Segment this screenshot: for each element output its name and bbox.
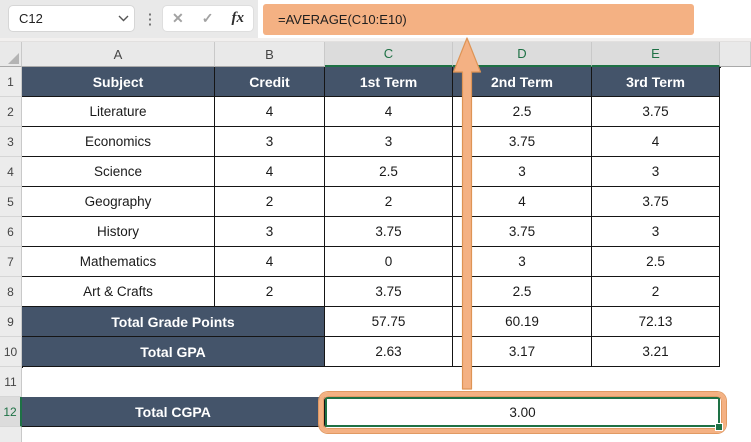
row-header-7[interactable]: 7 [0, 247, 22, 277]
cell-e10[interactable]: 3.21 [592, 337, 720, 367]
cell-d10[interactable]: 3.17 [453, 337, 592, 367]
cell-c1[interactable]: 1st Term [325, 67, 453, 97]
cell-b1[interactable]: Credit [215, 67, 325, 97]
row-header-9[interactable]: 9 [0, 307, 22, 337]
cell-d8[interactable]: 2.5 [453, 277, 592, 307]
cell-c2[interactable]: 4 [325, 97, 453, 127]
cell-d2[interactable]: 2.5 [453, 97, 592, 127]
formula-buttons-group: ✕ ✓ fx [162, 5, 254, 32]
cell-c5[interactable]: 2 [325, 187, 453, 217]
formula-bar-divider [0, 38, 751, 42]
cell-a1[interactable]: Subject [22, 67, 215, 97]
row-header-filler [0, 427, 22, 442]
select-all-triangle-icon [8, 53, 19, 64]
cell-e4[interactable]: 3 [592, 157, 720, 187]
row-header-6[interactable]: 6 [0, 217, 22, 247]
name-box[interactable]: C12 [8, 5, 135, 32]
chevron-down-icon[interactable] [112, 15, 134, 22]
cell-b7[interactable]: 4 [215, 247, 325, 277]
name-box-value: C12 [19, 11, 43, 26]
insert-function-icon[interactable]: fx [231, 10, 244, 26]
cell-e1[interactable]: 3rd Term [592, 67, 720, 97]
cell-b5[interactable]: 2 [215, 187, 325, 217]
cell-d7[interactable]: 3 [453, 247, 592, 277]
cell-c3[interactable]: 3 [325, 127, 453, 157]
cell-b4[interactable]: 4 [215, 157, 325, 187]
row-header-1[interactable]: 1 [0, 67, 22, 97]
cancel-icon[interactable]: ✕ [172, 10, 184, 26]
column-header-a[interactable]: A [22, 42, 215, 67]
row-header-3[interactable]: 3 [0, 127, 22, 157]
row-header-2[interactable]: 2 [0, 97, 22, 127]
cell-a10-b10-merged[interactable]: Total GPA [22, 337, 325, 367]
cell-e5[interactable]: 3.75 [592, 187, 720, 217]
cell-a9-b9-merged[interactable]: Total Grade Points [22, 307, 325, 337]
cell-e8[interactable]: 2 [592, 277, 720, 307]
column-header-d[interactable]: D [453, 42, 592, 67]
cell-b3[interactable]: 3 [215, 127, 325, 157]
cell-a4[interactable]: Science [22, 157, 215, 187]
select-all-corner[interactable] [0, 42, 22, 67]
cell-c8[interactable]: 3.75 [325, 277, 453, 307]
formula-input[interactable]: =AVERAGE(C10:E10) [263, 4, 694, 35]
formula-bar-strip: C12 ⋮ ✕ ✓ fx =AVERAGE(C10:E10) [0, 0, 751, 38]
cell-a7[interactable]: Mathematics [22, 247, 215, 277]
cell-c7[interactable]: 0 [325, 247, 453, 277]
column-header-e[interactable]: E [592, 42, 720, 67]
row-header-12[interactable]: 12 [0, 397, 22, 427]
cell-e2[interactable]: 3.75 [592, 97, 720, 127]
menu-dots-icon[interactable]: ⋮ [142, 10, 158, 28]
cell-c4[interactable]: 2.5 [325, 157, 453, 187]
cell-d4[interactable]: 3 [453, 157, 592, 187]
column-header-b[interactable]: B [215, 42, 325, 67]
row-header-5[interactable]: 5 [0, 187, 22, 217]
cell-d6[interactable]: 3.75 [453, 217, 592, 247]
confirm-icon[interactable]: ✓ [201, 10, 214, 26]
cell-b6[interactable]: 3 [215, 217, 325, 247]
cell-c12-e12-merged-selected[interactable]: 3.00 [325, 397, 720, 427]
cell-c10[interactable]: 2.63 [325, 337, 453, 367]
row-header-8[interactable]: 8 [0, 277, 22, 307]
cell-e9[interactable]: 72.13 [592, 307, 720, 337]
cell-e7[interactable]: 2.5 [592, 247, 720, 277]
row-header-10[interactable]: 10 [0, 337, 22, 367]
column-header-filler [720, 42, 751, 67]
cell-b2[interactable]: 4 [215, 97, 325, 127]
fill-handle[interactable] [715, 423, 723, 431]
cell-e3[interactable]: 4 [592, 127, 720, 157]
cell-d5[interactable]: 4 [453, 187, 592, 217]
cell-e6[interactable]: 3 [592, 217, 720, 247]
column-header-c[interactable]: C [325, 42, 453, 67]
cell-a3[interactable]: Economics [22, 127, 215, 157]
cell-a5[interactable]: Geography [22, 187, 215, 217]
cell-a8[interactable]: Art & Crafts [22, 277, 215, 307]
cell-a2[interactable]: Literature [22, 97, 215, 127]
cell-a6[interactable]: History [22, 217, 215, 247]
formula-text: =AVERAGE(C10:E10) [278, 12, 407, 27]
cell-d9[interactable]: 60.19 [453, 307, 592, 337]
cell-a12-b12-merged[interactable]: Total CGPA [22, 397, 325, 427]
row-header-4[interactable]: 4 [0, 157, 22, 187]
cell-d3[interactable]: 3.75 [453, 127, 592, 157]
cell-b8[interactable]: 2 [215, 277, 325, 307]
row-header-11[interactable]: 11 [0, 367, 22, 397]
cell-d1[interactable]: 2nd Term [453, 67, 592, 97]
cell-c6[interactable]: 3.75 [325, 217, 453, 247]
cell-c9[interactable]: 57.75 [325, 307, 453, 337]
